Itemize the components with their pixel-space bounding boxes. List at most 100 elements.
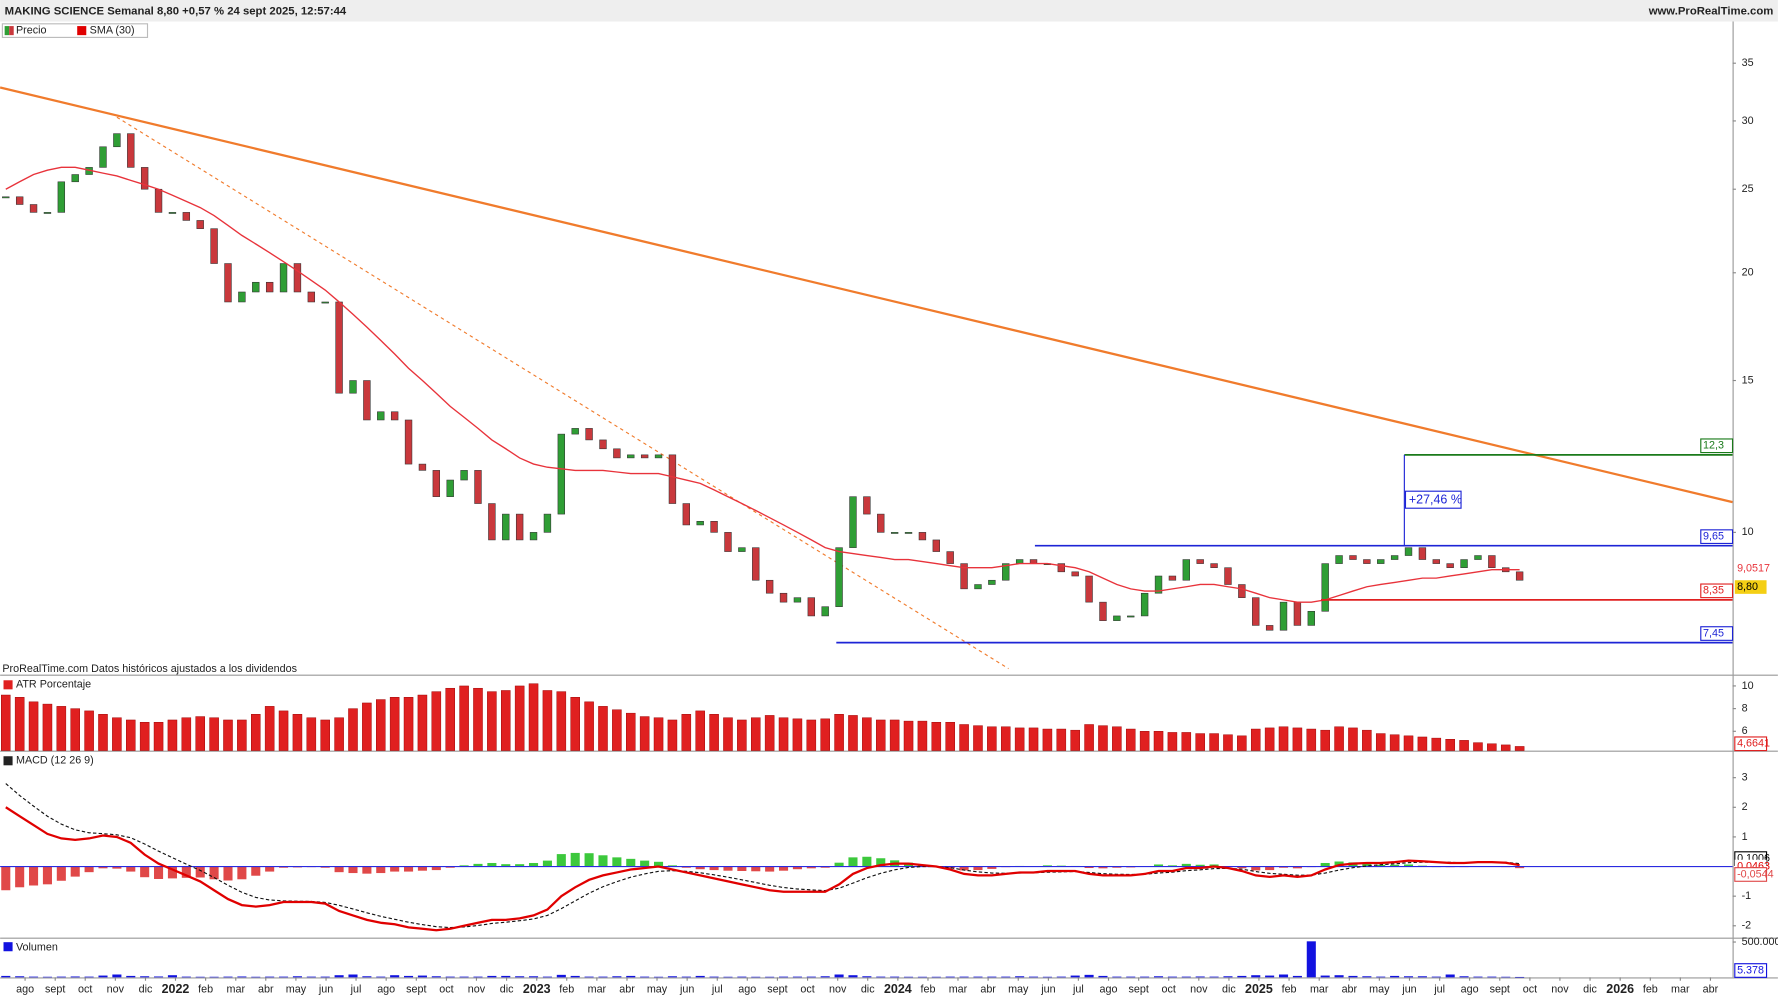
candle	[904, 532, 913, 534]
y-tick-label: 2	[1742, 801, 1748, 813]
histogram-value-label-box	[1734, 867, 1768, 882]
histogram-bar	[1403, 864, 1414, 867]
candle	[807, 597, 815, 617]
legend-swatch	[9, 26, 14, 36]
histogram-bar	[792, 866, 802, 870]
x-tick-label: dic	[861, 984, 875, 996]
candle	[252, 281, 260, 293]
candle	[57, 181, 66, 213]
legend-swatch	[3, 756, 13, 766]
bar	[514, 685, 525, 751]
candle	[585, 428, 593, 441]
bar	[709, 976, 719, 978]
bar	[737, 719, 747, 751]
histogram-bar	[1278, 866, 1289, 868]
bar	[279, 976, 289, 978]
bar	[750, 717, 761, 751]
legend-label: Precio	[16, 24, 47, 36]
bar	[237, 976, 247, 978]
bar	[1042, 728, 1053, 751]
bar	[84, 976, 94, 978]
y-tick-label: 35	[1742, 57, 1754, 69]
histogram-bar	[542, 860, 552, 867]
bar	[1126, 976, 1136, 978]
bar	[362, 976, 372, 978]
histogram-bar	[1376, 864, 1386, 867]
histogram-bar	[1042, 865, 1052, 867]
x-tick-label: dic	[1583, 984, 1597, 996]
last-price-label-box	[1734, 580, 1767, 594]
bar	[542, 976, 552, 978]
bar	[1501, 976, 1511, 978]
bar	[15, 976, 25, 978]
candle	[1002, 563, 1010, 581]
histogram-bar	[1098, 866, 1108, 869]
x-tick-label: nov	[468, 984, 486, 996]
candle	[1168, 575, 1177, 581]
x-tick-label: abr	[1703, 984, 1719, 996]
bar	[334, 975, 344, 978]
bar	[1362, 976, 1372, 978]
candle	[71, 174, 79, 183]
bar	[1264, 727, 1275, 751]
x-tick-label: may	[1008, 984, 1029, 996]
x-tick-label: abr	[258, 984, 274, 996]
histogram-bar	[1167, 865, 1177, 867]
legend-swatch	[3, 680, 13, 690]
bar	[889, 719, 900, 751]
histogram-bar	[876, 858, 886, 867]
bar	[973, 976, 983, 978]
candle	[321, 301, 329, 304]
histogram-bar	[417, 866, 427, 871]
histogram-bar	[320, 866, 330, 868]
bar	[1167, 976, 1177, 978]
bar	[223, 719, 233, 751]
y-tick-label: 10	[1742, 526, 1754, 538]
bar	[792, 718, 803, 751]
x-tick-label: nov	[107, 984, 125, 996]
histogram-bar	[973, 866, 983, 871]
histogram-bar	[404, 866, 414, 872]
legend-swatch	[4, 26, 10, 36]
bar	[695, 975, 705, 978]
histogram-bar	[862, 856, 872, 867]
bar	[681, 976, 691, 978]
bar	[459, 976, 469, 978]
candle	[640, 454, 649, 459]
bar	[862, 976, 872, 978]
candle	[1446, 563, 1454, 568]
bar	[1515, 976, 1525, 978]
bar	[292, 714, 303, 751]
bar	[264, 706, 275, 751]
x-tick-label: 2026	[1606, 982, 1634, 996]
bar	[1112, 976, 1122, 978]
bar	[112, 717, 122, 751]
bar	[515, 976, 525, 978]
histogram-bar	[487, 862, 497, 867]
x-tick-label: sept	[1490, 984, 1510, 996]
bar	[501, 975, 511, 978]
histogram-bar	[667, 865, 677, 867]
x-tick-label: ago	[377, 984, 395, 996]
bar	[653, 717, 664, 751]
histogram-bar	[695, 866, 705, 870]
bar	[570, 697, 580, 751]
x-tick-label: jul	[1433, 984, 1445, 996]
bar	[126, 719, 136, 751]
bar	[1153, 731, 1164, 751]
bar	[556, 974, 566, 978]
bar	[306, 717, 317, 751]
candle	[43, 212, 52, 214]
histogram-bar	[362, 866, 372, 874]
histogram-bar	[945, 866, 955, 869]
bar	[167, 975, 177, 978]
bar	[1098, 975, 1108, 978]
histogram-bar	[626, 858, 636, 867]
candle	[168, 212, 177, 214]
x-tick-label: sept	[45, 984, 65, 996]
candle	[2, 196, 10, 199]
bar	[29, 976, 39, 978]
bar	[1320, 729, 1330, 751]
legend-swatch	[77, 26, 87, 36]
